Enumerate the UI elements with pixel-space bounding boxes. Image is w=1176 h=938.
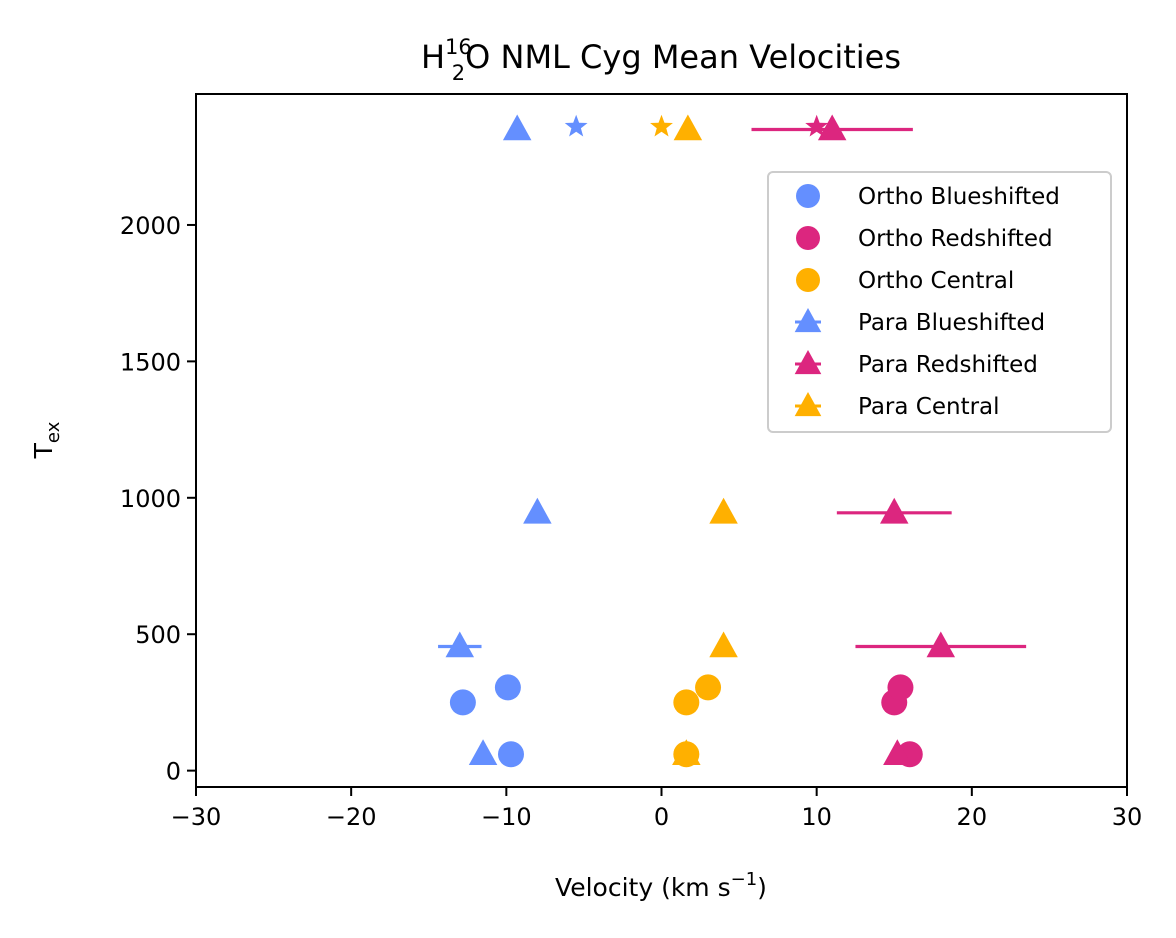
- legend-marker: [794, 392, 822, 417]
- x-tick-label: −10: [481, 803, 532, 831]
- y-tick-label: 1500: [120, 348, 181, 376]
- x-axis-ticks: −30 −20 −10 0 10 20 30: [171, 787, 1143, 831]
- x-tick-label: −30: [171, 803, 222, 831]
- data-point: [880, 497, 909, 524]
- data-point: [523, 497, 552, 524]
- data-point: [887, 674, 914, 701]
- x-tick-label: 20: [957, 803, 988, 831]
- x-axis-label: Velocity (km s−1): [555, 869, 767, 902]
- legend-marker: [796, 268, 820, 292]
- legend-box: [767, 171, 1112, 433]
- legend-label: Para Blueshifted: [858, 310, 1045, 336]
- legend-label: Para Redshifted: [858, 352, 1038, 378]
- legend-label: Ortho Redshifted: [858, 226, 1053, 252]
- chart-title: H16 2O NML Cyg Mean Velocities: [421, 35, 901, 85]
- y-axis-ticks: 0 500 1000 1500 2000: [120, 212, 196, 786]
- legend-marker: [796, 226, 820, 250]
- x-tick-label: 30: [1112, 803, 1143, 831]
- x-tick-label: −20: [326, 803, 377, 831]
- data-point: [445, 631, 475, 658]
- y-tick-label: 500: [135, 621, 181, 649]
- y-axis-label: Tex: [29, 421, 64, 459]
- star-point: [564, 114, 588, 137]
- data-point: [672, 739, 701, 766]
- x-tick-label: 10: [801, 803, 832, 831]
- y-tick-label: 0: [166, 758, 181, 786]
- legend: Ortho Blueshifted Ortho Redshifted Ortho C…: [767, 171, 1112, 433]
- legend-marker: [794, 350, 822, 375]
- data-marks: [438, 114, 1027, 768]
- data-point: [497, 741, 524, 768]
- data-point: [449, 689, 476, 716]
- data-point: [709, 631, 738, 658]
- data-point: [926, 631, 956, 658]
- y-tick-label: 1000: [120, 485, 181, 513]
- y-tick-label: 2000: [120, 212, 181, 240]
- legend-marker: [796, 184, 820, 208]
- data-point: [502, 114, 532, 141]
- data-point: [695, 674, 722, 701]
- data-point: [817, 114, 847, 141]
- star-point: [805, 114, 829, 137]
- data-point: [494, 674, 521, 701]
- legend-label: Ortho Central: [858, 268, 1014, 294]
- x-tick-label: 0: [654, 803, 669, 831]
- data-point: [883, 739, 912, 766]
- legend-label: Para Central: [858, 394, 1000, 420]
- data-point: [673, 114, 703, 141]
- star-point: [650, 114, 673, 137]
- data-point: [468, 739, 498, 766]
- legend-marker: [794, 308, 822, 333]
- data-point: [673, 689, 700, 716]
- legend-label: Ortho Blueshifted: [858, 184, 1060, 210]
- data-point: [709, 497, 738, 524]
